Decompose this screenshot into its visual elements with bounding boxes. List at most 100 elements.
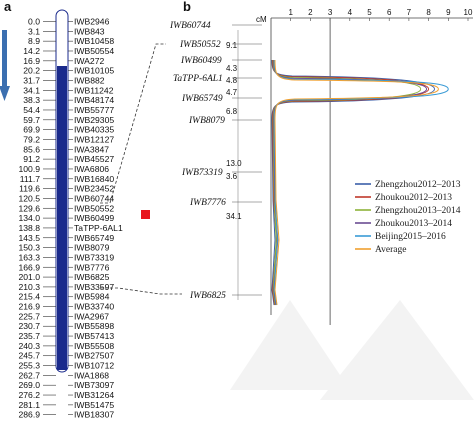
qtl-marker-label: TaTPP-6AL1 [173, 74, 223, 84]
locus-marker: IWB16840 [74, 174, 114, 184]
locus-marker: IWB27507 [74, 351, 114, 361]
locus-marker: IWB48174 [74, 95, 114, 105]
locus-position: 119.6 [19, 184, 40, 194]
panel-a-label: a [4, 0, 12, 14]
legend-entry: Zhengzhou2013–2014 [375, 206, 461, 216]
legend-entry: Zhoukou2012–2013 [375, 193, 452, 203]
locus-marker: IWB29305 [74, 115, 114, 125]
interval-distance: 9.1 [226, 41, 238, 50]
locus-position: 8.9 [28, 36, 40, 46]
locus-position: 235.7 [18, 331, 40, 341]
locus-position: 134.0 [18, 213, 40, 223]
locus-marker: IWB10105 [74, 66, 114, 76]
interval-distance: 6.8 [226, 107, 238, 116]
locus-marker: IWB55777 [74, 105, 114, 115]
locus-position: 216.9 [18, 302, 40, 312]
locus-marker: IWB33740 [74, 302, 114, 312]
locus-marker: IWB6825 [74, 272, 110, 282]
panel-b-label: b [183, 0, 191, 14]
locus-position: 59.7 [23, 115, 40, 125]
chromosome-6A [55, 9, 69, 373]
locus-marker: IWB45527 [74, 154, 114, 164]
locus-marker: IWA272 [74, 56, 104, 66]
interval-distance: 4.7 [226, 88, 238, 97]
qtl-marker-label: IWB73319 [181, 168, 223, 178]
locus-position: 54.4 [23, 105, 40, 115]
x-tick-label: 9 [446, 8, 451, 17]
locus-position: 281.1 [18, 400, 40, 410]
direction-arrow-icon [0, 30, 10, 101]
locus-position: 79.2 [23, 134, 40, 144]
x-tick-label: 1 [288, 8, 293, 17]
locus-marker: IWB55898 [74, 321, 114, 331]
locus-position: 129.6 [18, 203, 40, 213]
x-tick-label: 5 [367, 8, 372, 17]
locus-position: 69.9 [23, 125, 40, 135]
locus-position: 0.0 [28, 17, 40, 27]
locus-marker: IWB33597 [74, 282, 114, 292]
qtl-marker-label: IWB8079 [188, 116, 225, 126]
x-tick-label: 8 [426, 8, 431, 17]
locus-marker: IWB50554 [74, 46, 114, 56]
lod-curve [274, 59, 439, 306]
interval-distance: 4.8 [226, 76, 238, 85]
locus-marker: IWB18307 [74, 410, 114, 420]
locus-marker: IWB10458 [74, 36, 114, 46]
locus-marker: IWA6806 [74, 164, 109, 174]
interval-distance: 34.1 [226, 212, 242, 221]
locus-position: 269.0 [18, 380, 40, 390]
qtl-marker-label: IWB60499 [180, 56, 222, 66]
legend-entry: Beijing2015–2016 [375, 232, 446, 242]
locus-position: 14.2 [23, 46, 40, 56]
locus-position: 201.0 [18, 272, 40, 282]
qtl-marker-label: IWB6825 [189, 291, 226, 301]
locus-marker: IWB60744 [74, 193, 114, 203]
locus-marker: IWB11242 [74, 85, 114, 95]
x-tick-label: 6 [387, 8, 392, 17]
locus-marker: IWB57413 [74, 331, 114, 341]
locus-position: 245.7 [18, 351, 40, 361]
locus-position: 210.3 [18, 282, 40, 292]
connector-top [100, 43, 166, 204]
locus-marker: IWA1868 [74, 370, 109, 380]
locus-position: 240.3 [18, 341, 40, 351]
locus-marker: IWB73319 [74, 252, 114, 262]
locus-marker: IWA3847 [74, 144, 109, 154]
locus-marker: IWB23452 [74, 184, 114, 194]
locus-position: 150.3 [18, 243, 40, 253]
locus-marker: IWB55508 [74, 341, 114, 351]
locus-position: 85.6 [23, 144, 40, 154]
locus-position: 91.2 [23, 154, 40, 164]
qtl-marker-label: IWB65749 [181, 94, 223, 104]
locus-position: 286.9 [18, 410, 40, 420]
interval-distance: 3.6 [226, 172, 238, 181]
locus-position: 31.7 [23, 75, 40, 85]
locus-marker: IWB60499 [74, 213, 114, 223]
locus-position: 215.4 [18, 292, 40, 302]
interval-distance: 13.0 [226, 159, 242, 168]
locus-marker: IWB51475 [74, 400, 114, 410]
connector-bottom [100, 287, 182, 295]
legend-entry: Average [375, 245, 406, 255]
legend-entry: Zhengzhou2012–2013 [375, 180, 461, 190]
locus-marker: IWB7776 [74, 262, 110, 272]
locus-marker: IWB73097 [74, 380, 114, 390]
background-shade-left [230, 300, 350, 390]
locus-marker: IWB8079 [74, 243, 110, 253]
locus-marker: IWB65749 [74, 233, 114, 243]
locus-marker: IWB882 [74, 75, 105, 85]
locus-position: 138.8 [18, 223, 40, 233]
locus-position: 100.9 [18, 164, 40, 174]
locus-marker: IWB40335 [74, 125, 114, 135]
qtl-marker-label: IWB7776 [189, 198, 226, 208]
locus-position: 120.5 [18, 193, 40, 203]
locus-position: 34.1 [23, 85, 40, 95]
qtl-marker-label: IWB50552 [179, 40, 221, 50]
locus-position: 255.3 [18, 361, 40, 371]
locus-position: 20.2 [23, 66, 40, 76]
locus-position: 16.9 [23, 56, 40, 66]
locus-position: 166.9 [18, 262, 40, 272]
qtl-marker-label: IWB60744 [169, 21, 211, 31]
x-tick-label: 3 [328, 8, 333, 17]
